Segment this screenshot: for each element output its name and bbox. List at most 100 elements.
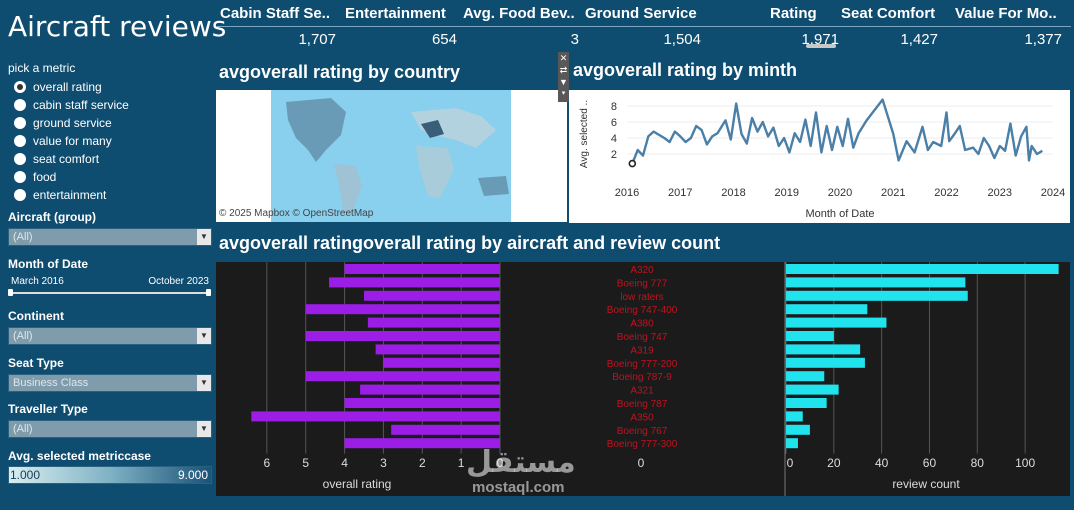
- x-tick-label: 2019: [775, 187, 799, 199]
- continent-dropdown[interactable]: (All) ▼: [8, 327, 212, 345]
- horizontal-scrollbar[interactable]: [806, 44, 836, 48]
- aircraft-label: Boeing 787-9: [612, 372, 672, 383]
- rating-bar: [391, 424, 500, 435]
- kpi-ground-label[interactable]: Ground Service: [585, 5, 697, 22]
- aircraft-label: Boeing 777-300: [607, 439, 678, 450]
- count-bar: [786, 264, 1059, 274]
- count-tick-label: 20: [827, 456, 841, 470]
- rating-tick-label: 0: [497, 456, 504, 470]
- radio-label[interactable]: cabin staff service: [33, 98, 129, 112]
- count-tick-label: 100: [1015, 456, 1035, 470]
- filter-icon[interactable]: ▼: [559, 77, 568, 87]
- watermark-arabic: مستقل: [466, 445, 576, 480]
- radio-ground-service[interactable]: [14, 117, 26, 129]
- legend-label: Avg. selected metriccase: [8, 449, 151, 463]
- count-tick-label: 40: [875, 456, 889, 470]
- kpi-cabin-staff-label[interactable]: Cabin Staff Se..: [220, 5, 331, 22]
- count-bar: [786, 277, 966, 288]
- africa-shape: [416, 146, 454, 198]
- rating-bar: [305, 304, 500, 315]
- radio-overall-rating[interactable]: [14, 81, 26, 93]
- radio-label[interactable]: value for many: [33, 134, 112, 148]
- x-axis-label: Month of Date: [805, 208, 874, 220]
- swap-icon[interactable]: ⇄: [559, 65, 568, 75]
- rating-tick-label: 2: [419, 456, 426, 470]
- chevron-down-icon[interactable]: ▼: [197, 328, 211, 344]
- month-end: October 2023: [148, 276, 209, 287]
- kpi-food-label[interactable]: Avg. Food Bev..: [463, 5, 575, 22]
- radio-entertainment[interactable]: [14, 189, 26, 201]
- traveller-type-dropdown-value: (All): [13, 423, 33, 435]
- continent-filter-label: Continent: [8, 309, 64, 323]
- world-map[interactable]: [216, 90, 567, 222]
- radio-label[interactable]: entertainment: [33, 188, 107, 202]
- x-tick-label: 2018: [721, 187, 745, 199]
- asia-shape: [411, 108, 496, 148]
- aircraft-label: A380: [630, 319, 654, 330]
- radio-food[interactable]: [14, 171, 26, 183]
- aircraft-dropdown-value: (All): [13, 231, 33, 243]
- radio-label[interactable]: seat comfort: [33, 152, 100, 166]
- x-tick-label: 2024: [1041, 187, 1065, 199]
- chevron-down-icon[interactable]: ▼: [197, 375, 211, 391]
- bar-section-title: avgoverall ratingoverall rating by aircr…: [219, 233, 721, 253]
- seat-type-dropdown[interactable]: Business Class ▼: [8, 374, 212, 392]
- count-bar: [786, 344, 861, 355]
- month-slider-start-handle[interactable]: [8, 289, 13, 296]
- line-chart-panel[interactable]: 2 4 6 8 2016 2017 2018 2019 2020 2021 2022 2023 2024…: [569, 90, 1070, 223]
- rating-bar: [344, 398, 500, 408]
- rating-tick-label: 6: [264, 456, 271, 470]
- aircraft-label: A320: [630, 265, 654, 276]
- chevron-down-icon[interactable]: ▼: [197, 421, 211, 437]
- y-tick-label: 8: [611, 101, 617, 113]
- x-tick-label: 2017: [668, 187, 692, 199]
- month-filter-label: Month of Date: [8, 257, 88, 271]
- map-attribution: © 2025 Mapbox © OpenStreetMap: [219, 208, 374, 219]
- line-chart[interactable]: 2 4 6 8 2016 2017 2018 2019 2020 2021 2022 2023 2024…: [569, 90, 1070, 223]
- europe-shape: [421, 120, 444, 138]
- color-legend-gradient: [8, 466, 212, 484]
- kpi-rating-label[interactable]: Rating: [770, 5, 817, 22]
- radio-label[interactable]: ground service: [33, 116, 112, 130]
- count-bar: [786, 317, 887, 328]
- map-panel[interactable]: © 2025 Mapbox © OpenStreetMap: [216, 90, 567, 222]
- rating-tick-label: 3: [380, 456, 387, 470]
- radio-seat-comfort[interactable]: [14, 153, 26, 165]
- count-axis-label: review count: [892, 477, 960, 491]
- more-options-icon[interactable]: ▾: [561, 90, 566, 97]
- bar-chart-panel[interactable]: 6 5 4 3 2 1 0 0 20 40 60 80 100 0 A320 Boeing 777 low ra…: [216, 262, 1070, 496]
- chart-toolbar: ✕ ⇄ ▼ ▾: [558, 52, 569, 102]
- continent-dropdown-value: (All): [13, 330, 33, 342]
- kpi-seat-label[interactable]: Seat Comfort: [841, 5, 936, 22]
- rating-bar: [367, 317, 500, 328]
- month-slider-track[interactable]: [11, 292, 209, 294]
- count-bar: [786, 331, 834, 341]
- radio-value-for-many[interactable]: [14, 135, 26, 147]
- chevron-down-icon[interactable]: ▼: [197, 229, 211, 245]
- rating-tick-label: 1: [458, 456, 465, 470]
- count-bar: [786, 398, 827, 408]
- month-slider-end-handle[interactable]: [206, 289, 211, 296]
- kpi-rating-value: 1,971: [801, 31, 839, 48]
- radio-cabin-staff[interactable]: [14, 99, 26, 111]
- seat-type-filter-label: Seat Type: [8, 356, 64, 370]
- rating-bar: [344, 438, 500, 449]
- radio-label[interactable]: food: [33, 170, 57, 184]
- count-bar: [786, 384, 839, 395]
- kpi-food-value: 3: [570, 31, 579, 48]
- rating-tick-label: 5: [302, 456, 309, 470]
- kpi-entertainment-label[interactable]: Entertainment: [345, 5, 446, 22]
- rating-bar: [251, 411, 500, 422]
- rating-bar: [364, 290, 500, 301]
- radio-label[interactable]: overall rating: [33, 80, 102, 94]
- middle-zero-label: 0: [638, 456, 645, 470]
- kpi-value-label[interactable]: Value For Mo..: [955, 5, 1057, 22]
- traveller-type-dropdown[interactable]: (All) ▼: [8, 420, 212, 438]
- count-tick-label: 0: [787, 456, 794, 470]
- aircraft-label: Boeing 747-400: [607, 305, 678, 316]
- aircraft-dropdown[interactable]: (All) ▼: [8, 228, 212, 246]
- close-icon[interactable]: ✕: [559, 53, 568, 63]
- x-tick-label: 2016: [615, 187, 639, 199]
- legend-min: 1.000: [10, 468, 41, 482]
